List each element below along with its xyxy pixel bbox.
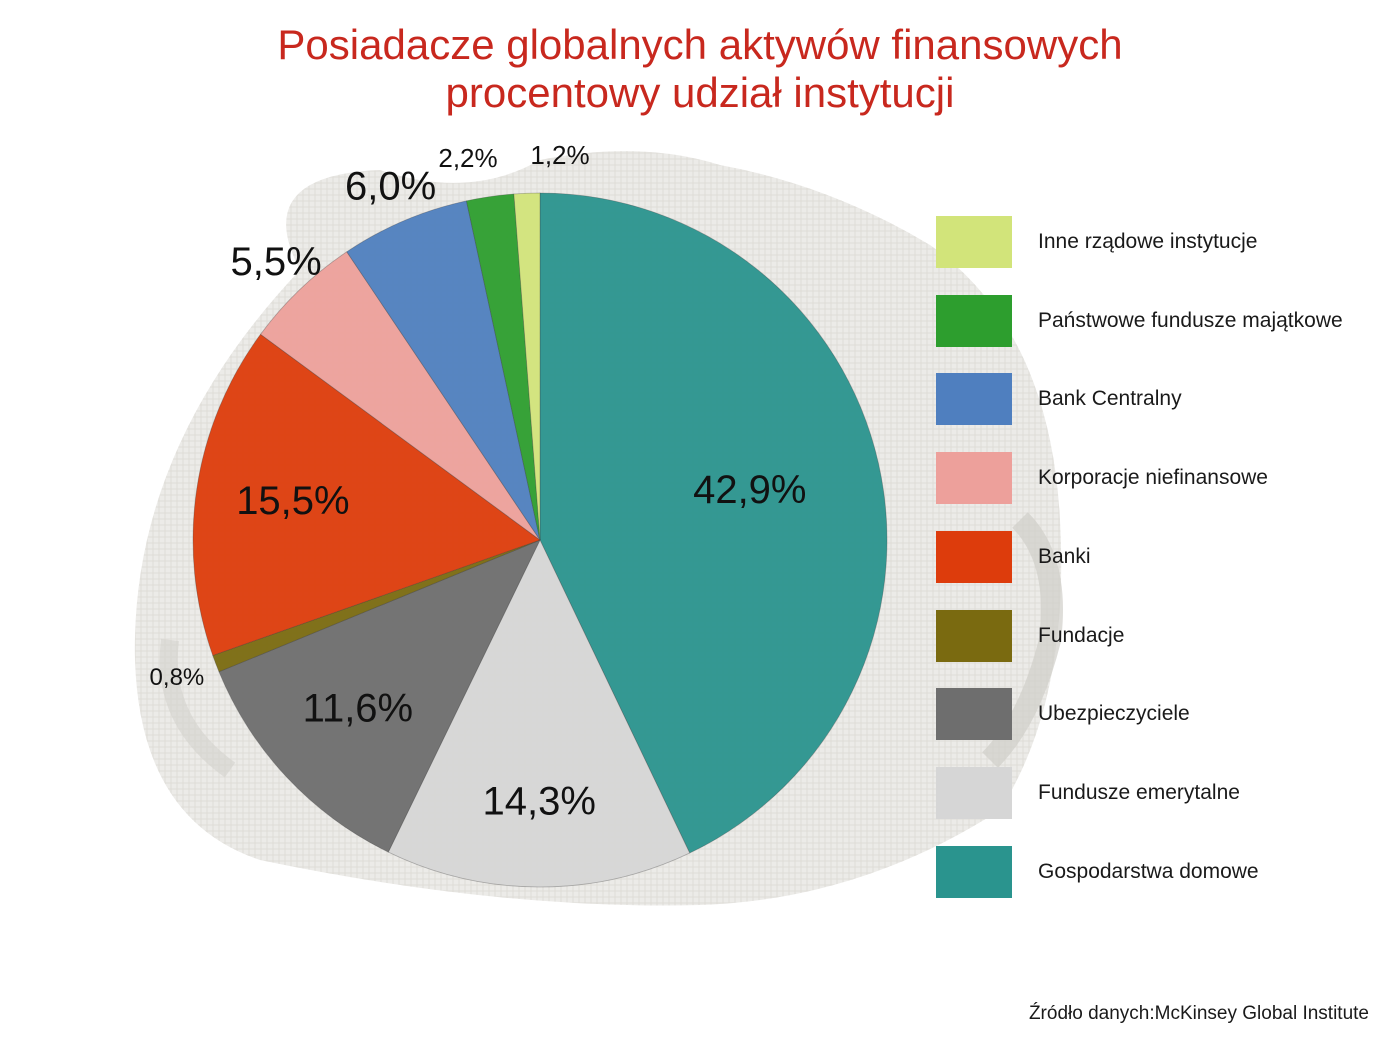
legend-label: Fundacje [1038, 623, 1125, 647]
slice-label-bank-centralny: 6,0% [345, 164, 436, 208]
legend-label: Inne rządowe instytucje [1038, 230, 1258, 253]
legend-item-ubezpieczyciele: Ubezpieczyciele [936, 688, 1396, 741]
legend-label: Ubezpieczyciele [1038, 702, 1190, 726]
pie-slice-bank-centralny [346, 200, 541, 541]
slice-label-ubezpieczyciele: 11,6% [303, 687, 413, 731]
legend-item-banki: Banki [936, 530, 1396, 583]
legend-label: Korporacje niefinansowe [1038, 466, 1268, 490]
pie-slice-korporacje-niefinansowe [260, 251, 541, 541]
pie-slice-fundacje [212, 539, 541, 673]
slice-label-fundacje: 0,8% [150, 664, 205, 691]
pie-slice-ubezpieczyciele [218, 539, 541, 853]
pie-slice-fundusze-emerytalne [387, 539, 691, 888]
legend-swatch [936, 609, 1012, 662]
legend-swatch [936, 373, 1012, 426]
legend-item-fundusze-emerytalne: Fundusze emerytalne [936, 766, 1396, 819]
legend-item-fundacje: Fundacje [936, 609, 1396, 662]
data-source-note: Źródło danych:McKinsey Global Institute [1028, 1003, 1369, 1024]
slice-label-fundusze-emerytalne: 14,3% [482, 779, 595, 823]
pie-slice-gospodarstwa-domowe [539, 192, 888, 854]
pie-slice-banki [192, 333, 541, 657]
slice-label-inne-rzadowe-instytucje: 1,2% [530, 140, 589, 170]
slice-label-panstwowe-fundusze-majatkowe: 2,2% [438, 143, 497, 173]
slice-label-gospodarstwa-domowe: 42,9% [693, 468, 806, 512]
legend-item-panstwowe-fundusze-majatkowe: Państwowe fundusze majątkowe [936, 294, 1396, 347]
legend-swatch [936, 766, 1012, 819]
slice-label-banki: 15,5% [236, 479, 349, 523]
legend-swatch [936, 845, 1012, 898]
chart-subtitle: procentowy udział instytucji [445, 69, 955, 116]
legend-item-bank-centralny: Bank Centralny [936, 373, 1396, 426]
legend-swatch [936, 452, 1012, 505]
legend-label: Fundusze emerytalne [1038, 780, 1240, 804]
slice-label-korporacje-niefinansowe: 5,5% [231, 240, 322, 284]
legend-item-gospodarstwa-domowe: Gospodarstwa domowe [936, 845, 1396, 898]
legend-label: Bank Centralny [1038, 387, 1182, 411]
legend-swatch [936, 216, 1012, 268]
legend-item-korporacje-niefinansowe: Korporacje niefinansowe [936, 452, 1396, 505]
chart-title: Posiadacze globalnych aktywów finansowyc… [277, 21, 1123, 68]
legend-swatch [936, 688, 1012, 741]
legend-swatch [936, 294, 1012, 347]
pie-slice-inne-rzadowe-instytucje [513, 192, 541, 541]
legend-label: Banki [1038, 544, 1091, 568]
legend-swatch [936, 530, 1012, 583]
legend-label: Państwowe fundusze majątkowe [1038, 308, 1343, 332]
legend-item-inne-rzadowe-instytucje: Inne rządowe instytucje [936, 216, 1396, 268]
legend-label: Gospodarstwa domowe [1038, 859, 1259, 883]
pie-slice-panstwowe-fundusze-majatkowe [465, 193, 541, 541]
